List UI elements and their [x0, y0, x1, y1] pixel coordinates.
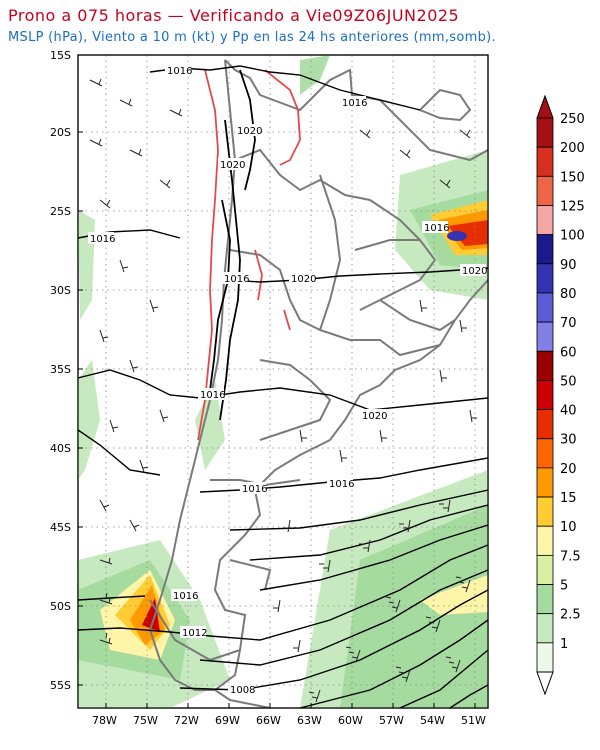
colorbar-swatch	[536, 234, 554, 265]
colorbar-label: 10	[560, 520, 577, 535]
colorbar-swatch	[536, 263, 554, 294]
latitude-axis: 15S 20S 25S 30S 35S 40S 45S 50S 55S	[50, 49, 71, 692]
isobars	[78, 65, 488, 708]
isobar-label: 1016	[342, 98, 367, 109]
isobar-label: 1008	[230, 685, 255, 696]
colorbar: 250 200 150 125 100 90 80 70 60 50 40 30 20 15 10 7.5 5 2…	[536, 94, 585, 696]
colorbar-label: 50	[560, 374, 577, 389]
lon-label: 51W	[461, 714, 486, 727]
lat-label: 35S	[50, 363, 71, 376]
colorbar-label: 60	[560, 345, 577, 360]
longitude-axis: 78W 75W 72W 69W 66W 63W 60W 57W 54W 51W	[92, 714, 486, 727]
colorbar-swatch	[536, 175, 554, 206]
lat-label: 25S	[50, 205, 71, 218]
colorbar-swatch	[536, 350, 554, 381]
colorbar-label: 40	[560, 404, 577, 419]
lon-label: 60W	[338, 714, 363, 727]
colorbar-swatch	[536, 321, 554, 352]
isobar-label: 1020	[462, 266, 487, 277]
colorbar-bottom-arrow	[536, 671, 554, 696]
isobar-label: 1012	[182, 628, 207, 639]
precip-shading	[78, 55, 488, 708]
isobar-label: 1020	[220, 160, 245, 171]
colorbar-swatch	[536, 525, 554, 556]
colorbar-swatch	[536, 409, 554, 440]
colorbar-label: 15	[560, 491, 577, 506]
colorbar-swatch	[536, 584, 554, 615]
lon-label: 63W	[297, 714, 322, 727]
colorbar-swatch	[536, 205, 554, 236]
colorbar-label: 200	[560, 141, 585, 156]
lat-label: 40S	[50, 442, 71, 455]
colorbar-swatch	[536, 380, 554, 410]
colorbar-label: 100	[560, 229, 585, 244]
lon-label: 57W	[379, 714, 404, 727]
colorbar-label: 70	[560, 316, 577, 331]
colorbar-label: 30	[560, 433, 577, 448]
colorbar-swatch	[536, 642, 554, 673]
colorbar-swatch	[536, 292, 554, 323]
lat-label: 55S	[50, 679, 71, 692]
colorbar-top-arrow	[536, 94, 554, 119]
colorbar-label: 90	[560, 258, 577, 273]
terrain-contours	[197, 69, 301, 441]
isobar-label: 1016	[224, 274, 249, 285]
colorbar-label: 5	[560, 579, 568, 594]
isobar-labels: 1016 1016 1020 1020 1016 1016 1020 1016 …	[88, 64, 487, 696]
isobar-label: 1020	[291, 274, 316, 285]
colorbar-label: 7.5	[560, 549, 581, 564]
colorbar-label: 150	[560, 170, 585, 185]
lat-label: 50S	[50, 600, 71, 613]
colorbar-label: 125	[560, 199, 585, 214]
colorbar-swatch	[536, 438, 554, 469]
lon-label: 66W	[256, 714, 281, 727]
colorbar-swatch	[536, 467, 554, 498]
isobar-label: 1016	[424, 223, 449, 234]
lon-label: 75W	[133, 714, 158, 727]
isobar-label: 1020	[362, 411, 387, 422]
lat-label: 45S	[50, 521, 71, 534]
graticule	[80, 55, 488, 708]
lat-label: 20S	[50, 126, 71, 139]
lon-label: 78W	[92, 714, 117, 727]
isobar-label: 1020	[237, 126, 262, 137]
colorbar-swatch	[536, 496, 554, 527]
colorbar-label: 2.5	[560, 608, 581, 623]
colorbar-swatch	[536, 613, 554, 644]
lon-label: 69W	[215, 714, 240, 727]
lat-label: 15S	[50, 49, 71, 62]
wind-barbs	[89, 78, 477, 703]
map-subtitle: MSLP (hPa), Viento a 10 m (kt) y Pp en l…	[8, 30, 496, 45]
colorbar-label: 1	[560, 637, 568, 652]
isobar-label: 1016	[200, 390, 225, 401]
isobar-label: 1016	[329, 479, 354, 490]
lat-label: 30S	[50, 284, 71, 297]
colorbar-swatch	[536, 117, 554, 148]
colorbar-swatch	[536, 554, 554, 585]
map-title: Prono a 075 horas — Verificando a Vie09Z…	[8, 6, 460, 25]
colorbar-label: 250	[560, 112, 585, 127]
colorbar-label: 20	[560, 462, 577, 477]
colorbar-label: 80	[560, 287, 577, 302]
isobar-label: 1016	[167, 66, 192, 77]
lon-label: 72W	[174, 714, 199, 727]
lon-label: 54W	[420, 714, 445, 727]
isobar-label: 1016	[173, 591, 198, 602]
isobar-label: 1016	[242, 484, 267, 495]
isobar-label: 1016	[90, 234, 115, 245]
colorbar-swatch	[536, 146, 554, 177]
